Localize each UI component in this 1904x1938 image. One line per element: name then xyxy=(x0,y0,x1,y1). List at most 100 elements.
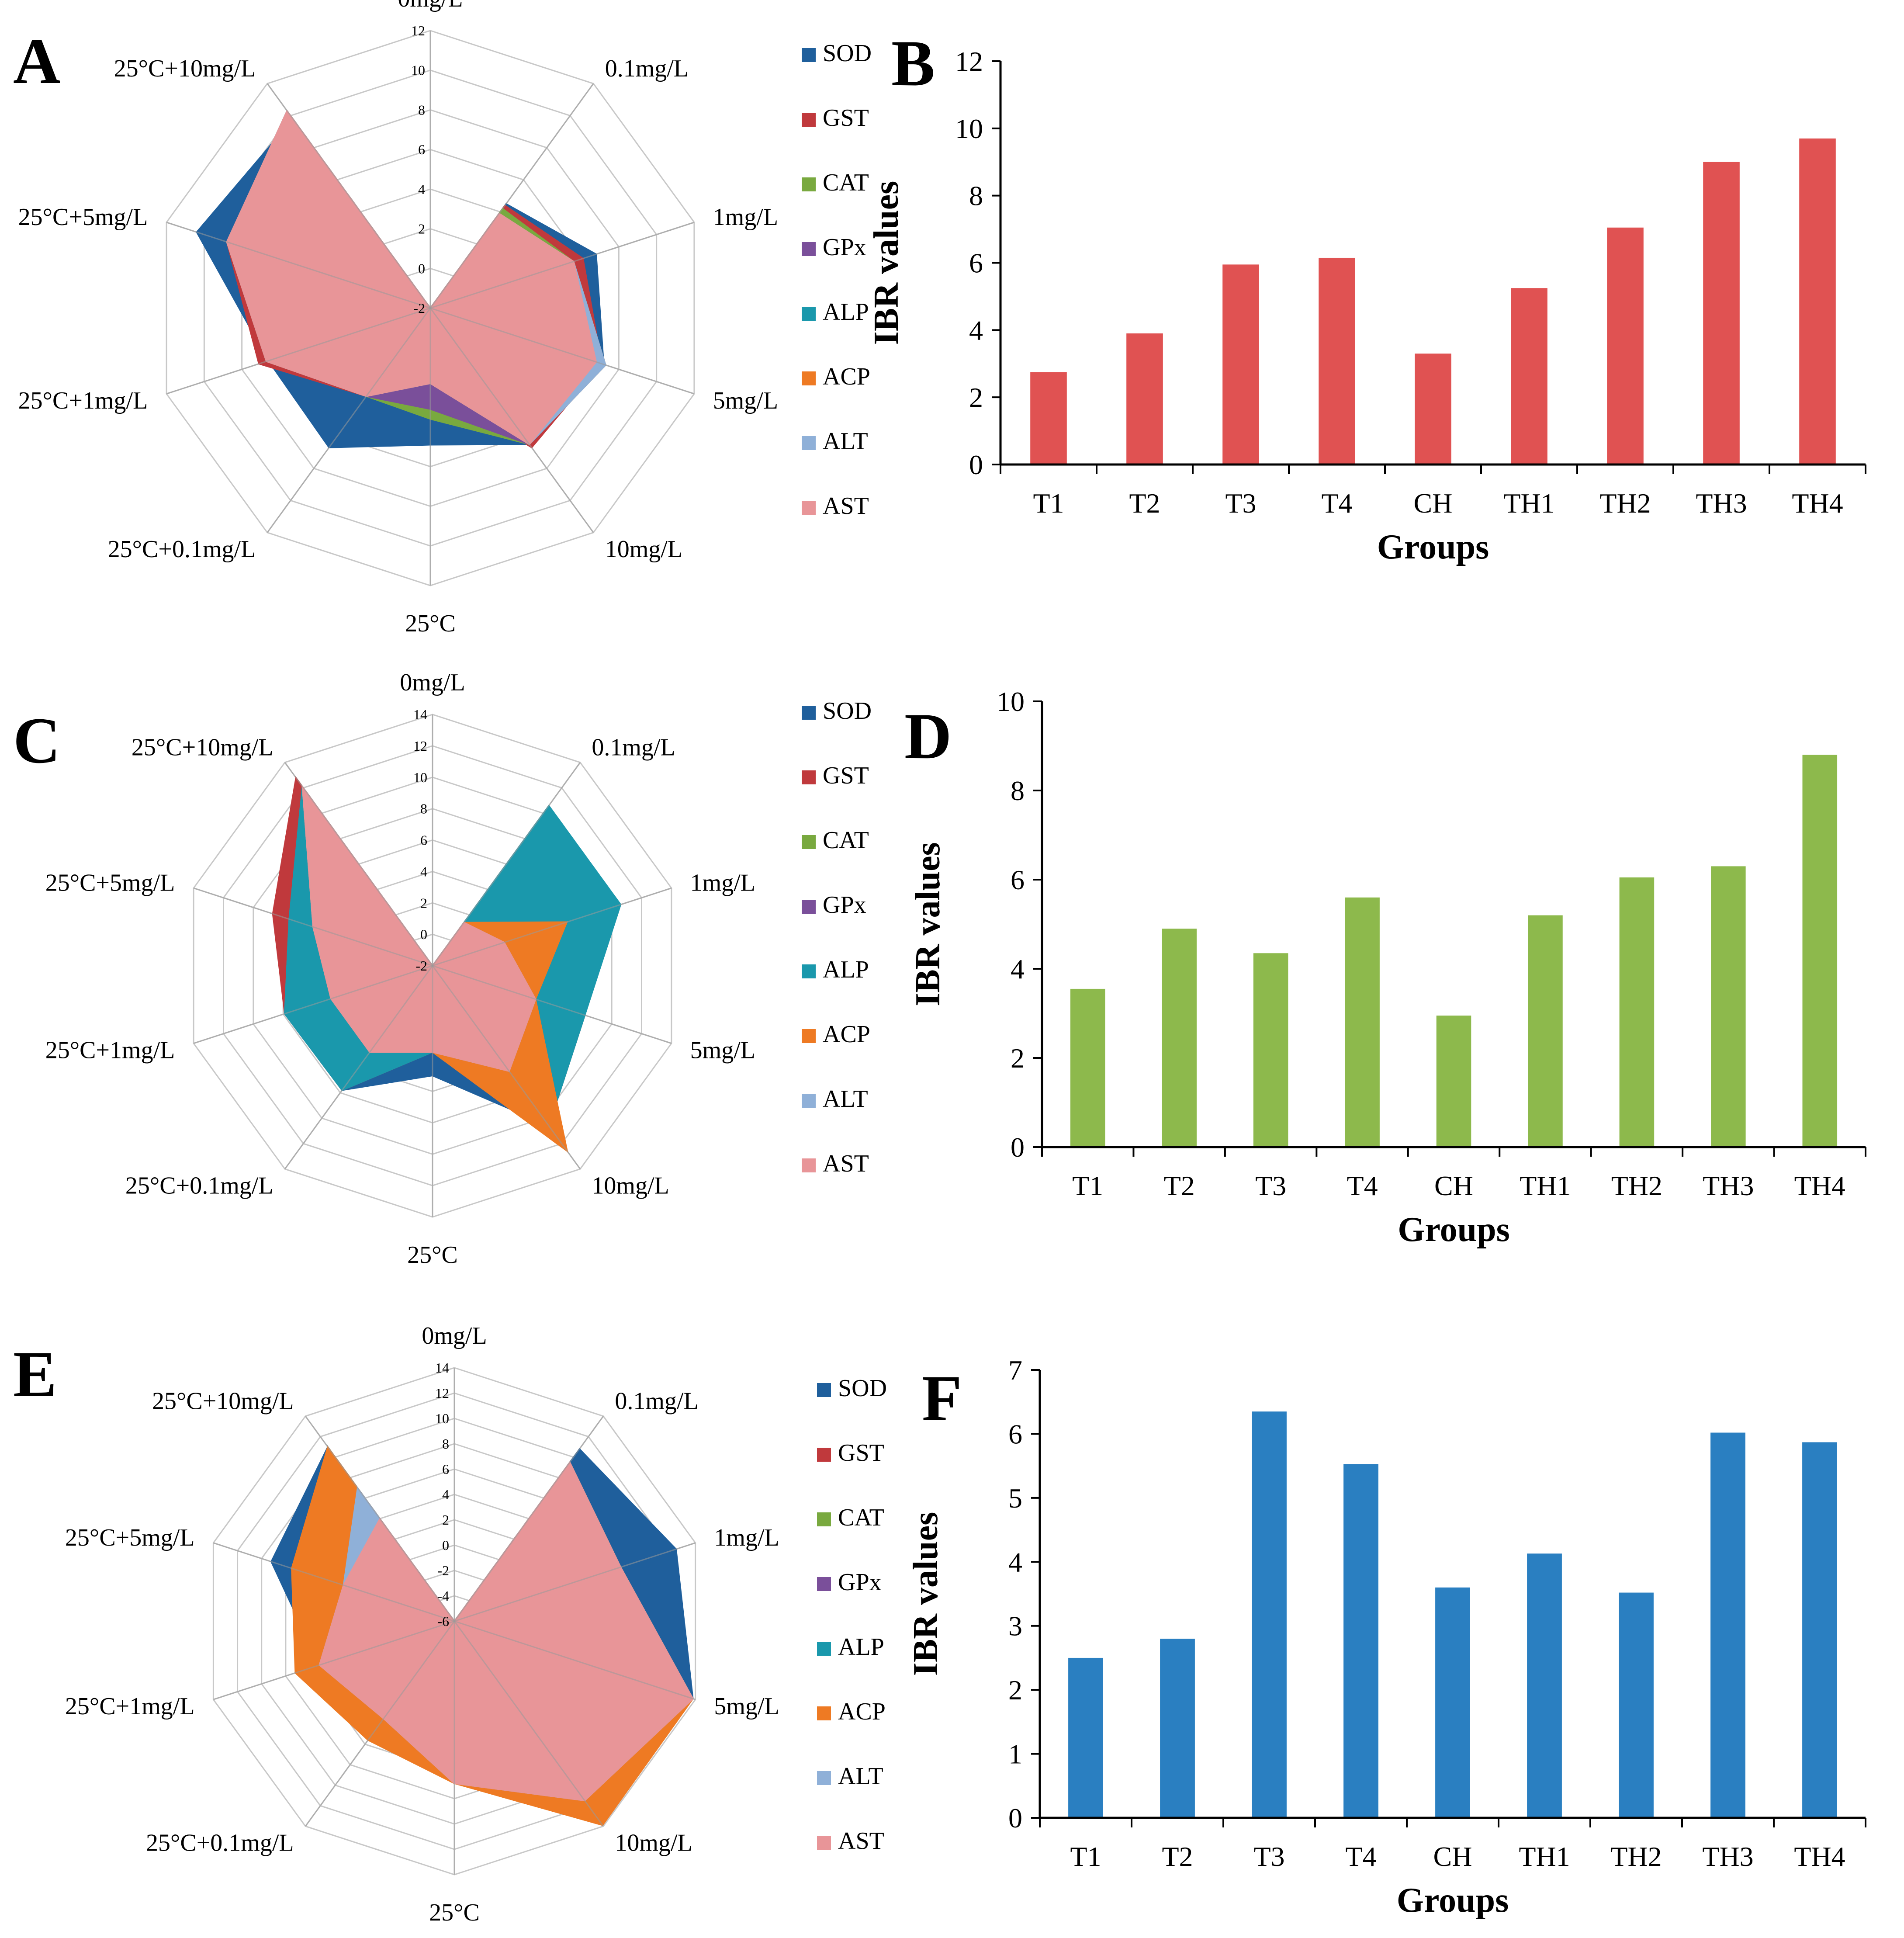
legend-swatch-cat xyxy=(817,1512,831,1526)
radar-e-category-label: 25°C+1mg/L xyxy=(65,1693,195,1720)
bar-b-x-tick-label: CH xyxy=(1414,488,1453,519)
bar-d-ch xyxy=(1436,1016,1471,1147)
radar-e-category-label: 5mg/L xyxy=(714,1693,779,1720)
bar-f-x-tick-label: TH4 xyxy=(1794,1841,1845,1872)
bar-f-y-axis-title: IBR values xyxy=(907,1512,945,1676)
bar-b-y-tick-label: 8 xyxy=(969,180,983,211)
radar-c-tick-label: 14 xyxy=(413,707,427,722)
radar-a-tick-label: 10 xyxy=(411,62,425,78)
legend-swatch-cat xyxy=(802,177,816,191)
radar-a-tick-label: 12 xyxy=(411,23,425,38)
radar-e-category-label: 10mg/L xyxy=(615,1830,692,1857)
radar-e-tick-label: -2 xyxy=(437,1563,449,1578)
legend-swatch-acp xyxy=(817,1706,831,1720)
legend-swatch-alp xyxy=(802,307,816,321)
legend-swatch-acp xyxy=(802,371,816,385)
radar-e-tick-label: 12 xyxy=(435,1385,449,1401)
radar-chart-e: -6 -4 -2 0 2 4 6 8 10 12 14 0mg/L 0.1mg/L 1mg/L 5mg/L 1… xyxy=(65,1322,779,1926)
bar-b-x-tick-label: TH4 xyxy=(1792,488,1843,519)
bar-b-y-tick-label: 6 xyxy=(969,248,983,279)
bar-d-x-tick-label: T3 xyxy=(1255,1170,1286,1201)
bar-d-y-tick-label: 2 xyxy=(1011,1043,1025,1074)
legend-label-alp: ALP xyxy=(838,1633,884,1661)
radar-a-spoke-overlay xyxy=(267,83,431,309)
legend-label-sod: SOD xyxy=(823,697,872,725)
radar-a-tick-label: -2 xyxy=(413,300,425,316)
radar-e-category-label: 25°C+10mg/L xyxy=(152,1387,294,1414)
bar-b-t2 xyxy=(1126,333,1163,465)
bar-d-x-tick-label: T2 xyxy=(1164,1170,1195,1201)
bar-b-th1 xyxy=(1511,288,1547,465)
radar-e-tick-label: 4 xyxy=(442,1487,449,1502)
radar-e-spoke-overlay xyxy=(453,1415,604,1622)
radar-c-spoke-overlay xyxy=(284,965,433,1170)
panel-letter-a: A xyxy=(13,25,60,97)
radar-a-spoke-overlay xyxy=(166,307,431,395)
radar-c-category-label: 5mg/L xyxy=(690,1037,755,1064)
bar-f-x-tick-label: TH2 xyxy=(1610,1841,1662,1872)
legend-swatch-ast xyxy=(817,1836,831,1850)
radar-c-category-label: 0.1mg/L xyxy=(592,734,675,761)
bar-f-t1 xyxy=(1068,1657,1103,1818)
panel-letter-d: D xyxy=(904,700,952,773)
bar-f-y-tick-label: 7 xyxy=(1008,1355,1022,1386)
bar-d-x-tick-label: CH xyxy=(1434,1170,1473,1201)
bar-d-x-tick-label: TH2 xyxy=(1611,1170,1662,1201)
legend-label-alt: ALT xyxy=(823,428,868,455)
panel-letter-c: C xyxy=(13,704,60,777)
bar-b-x-tick-label: T2 xyxy=(1129,488,1160,519)
radar-e-tick-label: -4 xyxy=(437,1588,449,1604)
radar-e-tick-label: 0 xyxy=(442,1537,449,1553)
radar-c-spoke-overlay xyxy=(193,887,433,967)
panel-letter-e: E xyxy=(13,1338,57,1411)
legend-label-acp: ACP xyxy=(823,1021,870,1048)
legend-label-gpx: GPx xyxy=(838,1569,882,1596)
radar-e-spoke-overlay xyxy=(213,1620,455,1700)
radar-c-tick-label: -2 xyxy=(415,958,427,974)
radar-c-tick-label: 2 xyxy=(420,895,427,911)
legend-label-alp: ALP xyxy=(823,956,869,983)
bar-f-t3 xyxy=(1252,1411,1287,1818)
panel-letter-b: B xyxy=(891,27,935,100)
legend-swatch-alp xyxy=(802,964,816,978)
bar-d-y-tick-label: 10 xyxy=(997,686,1025,717)
bar-b-x-tick-label: TH2 xyxy=(1599,488,1651,519)
radar-e-tick-label: -6 xyxy=(437,1613,449,1629)
legend-label-alp: ALP xyxy=(823,298,869,326)
bar-b-y-axis-title: IBR values xyxy=(867,181,906,345)
legend-label-cat: CAT xyxy=(823,827,869,854)
radar-c-category-label: 25°C+1mg/L xyxy=(45,1037,175,1064)
radar-a-tick-label: 8 xyxy=(418,102,425,118)
bar-d-x-tick-label: T1 xyxy=(1072,1170,1103,1201)
radar-e-tick-label: 6 xyxy=(442,1461,449,1477)
bar-d-th3 xyxy=(1711,866,1746,1147)
bar-b-y-tick-label: 4 xyxy=(969,315,983,346)
radar-a-category-label: 5mg/L xyxy=(713,387,778,414)
legend-label-acp: ACP xyxy=(838,1698,886,1725)
bar-f-y-tick-label: 2 xyxy=(1008,1675,1022,1706)
legend-swatch-sod xyxy=(817,1383,831,1397)
radar-c-category-label: 1mg/L xyxy=(690,869,755,896)
legend-swatch-gst xyxy=(802,113,816,127)
radar-c-spoke-overlay xyxy=(432,887,672,967)
legend-swatch-sod xyxy=(802,706,816,720)
radar-c-spoke-overlay xyxy=(284,762,433,966)
bar-b-th3 xyxy=(1703,162,1740,465)
bar-f-ch xyxy=(1435,1587,1470,1818)
radar-a-tick-label: 2 xyxy=(418,221,425,237)
legend-label-sod: SOD xyxy=(823,40,872,67)
radar-c-spoke-overlay xyxy=(432,762,581,966)
radar-chart-a: -2 0 2 4 6 8 10 12 0mg/L 0.1mg/L 1mg/L 5mg/L 10mg/L 2… xyxy=(18,0,778,637)
radar-e-spoke-overlay xyxy=(305,1621,455,1827)
radar-e-category-label: 25°C xyxy=(429,1899,480,1926)
legend-c: SOD GST CAT GPx ALP ACP ALT AST xyxy=(802,697,872,1177)
radar-c-tick-label: 12 xyxy=(413,738,427,754)
bar-f-t2 xyxy=(1160,1639,1195,1818)
radar-c-category-label: 25°C+10mg/L xyxy=(132,734,273,761)
bar-chart-d: 0 2 4 6 8 10 T1 T2 T3 T4 CH TH1 TH2 TH3 TH4 Groups IBR v… xyxy=(909,686,1866,1249)
radar-a-category-label: 1mg/L xyxy=(713,204,778,231)
bar-d-th2 xyxy=(1619,877,1655,1147)
radar-e-tick-label: 14 xyxy=(435,1360,449,1376)
bar-f-x-axis-title: Groups xyxy=(1397,1881,1509,1920)
radar-c-category-label: 25°C+0.1mg/L xyxy=(125,1172,273,1200)
